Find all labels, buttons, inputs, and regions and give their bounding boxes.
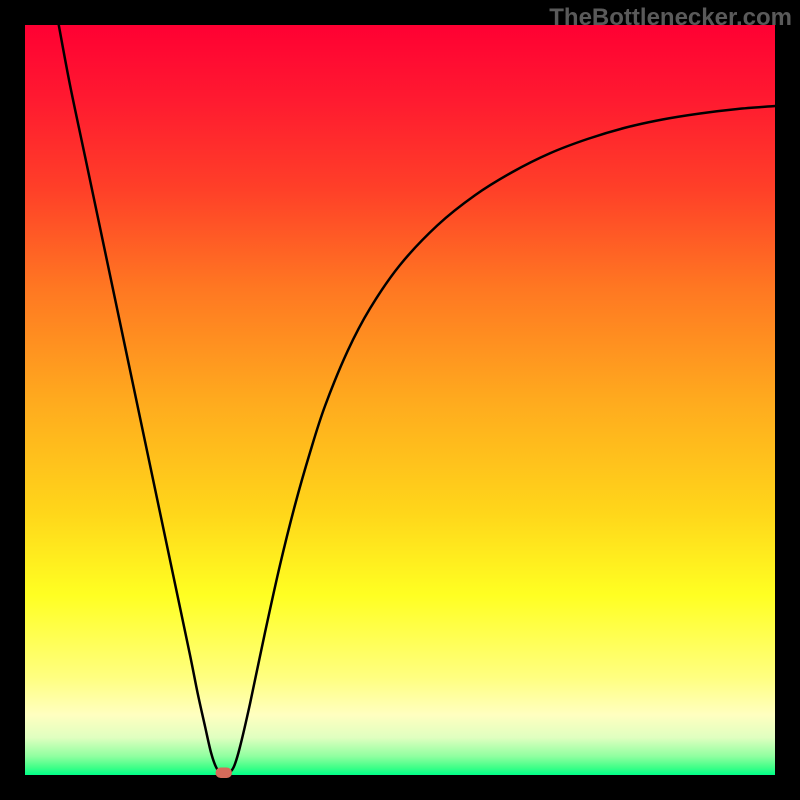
chart-stage: TheBottlenecker.com <box>0 0 800 800</box>
bottleneck-chart <box>0 0 800 800</box>
optimal-point-marker <box>216 768 233 779</box>
